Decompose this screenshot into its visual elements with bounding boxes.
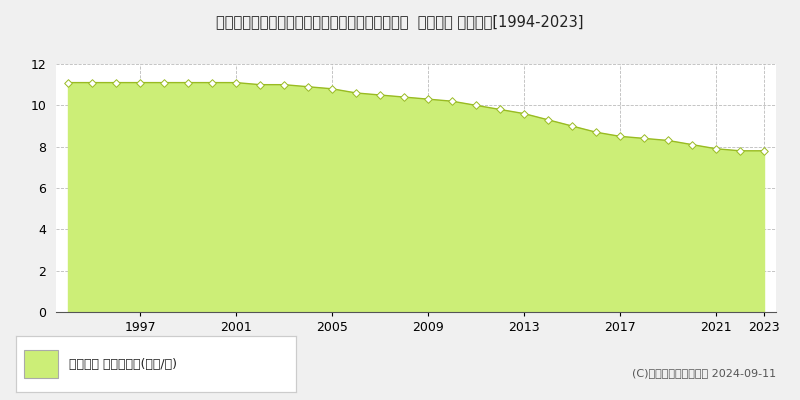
Point — [110, 79, 122, 86]
Point — [422, 96, 434, 102]
Text: (C)土地価格ドットコム 2024-09-11: (C)土地価格ドットコム 2024-09-11 — [632, 368, 776, 378]
Point — [614, 133, 626, 140]
Point — [710, 146, 722, 152]
Point — [758, 148, 770, 154]
Point — [542, 117, 554, 123]
FancyBboxPatch shape — [24, 350, 58, 378]
Point — [254, 82, 266, 88]
Point — [158, 79, 170, 86]
Text: 地価公示 平均坪単価(万円/坪): 地価公示 平均坪単価(万円/坪) — [70, 358, 178, 370]
Text: 宮崎県児湯郡高鍋町大字南高鍋字石原８５０番１  地価公示 地価推移[1994-2023]: 宮崎県児湯郡高鍋町大字南高鍋字石原８５０番１ 地価公示 地価推移[1994-20… — [216, 14, 584, 29]
Point — [86, 79, 98, 86]
Point — [686, 142, 698, 148]
Point — [182, 79, 194, 86]
Point — [302, 84, 314, 90]
Point — [734, 148, 746, 154]
Point — [350, 90, 362, 96]
Point — [518, 110, 530, 117]
Point — [374, 92, 386, 98]
Point — [398, 94, 410, 100]
Point — [134, 79, 146, 86]
Point — [470, 102, 482, 108]
Point — [206, 79, 218, 86]
Point — [662, 137, 674, 144]
Point — [326, 86, 338, 92]
Point — [446, 98, 458, 104]
Point — [278, 82, 290, 88]
Point — [566, 123, 578, 129]
Point — [62, 79, 74, 86]
Point — [230, 79, 242, 86]
Point — [494, 106, 506, 113]
Point — [590, 129, 602, 136]
Point — [638, 135, 650, 142]
